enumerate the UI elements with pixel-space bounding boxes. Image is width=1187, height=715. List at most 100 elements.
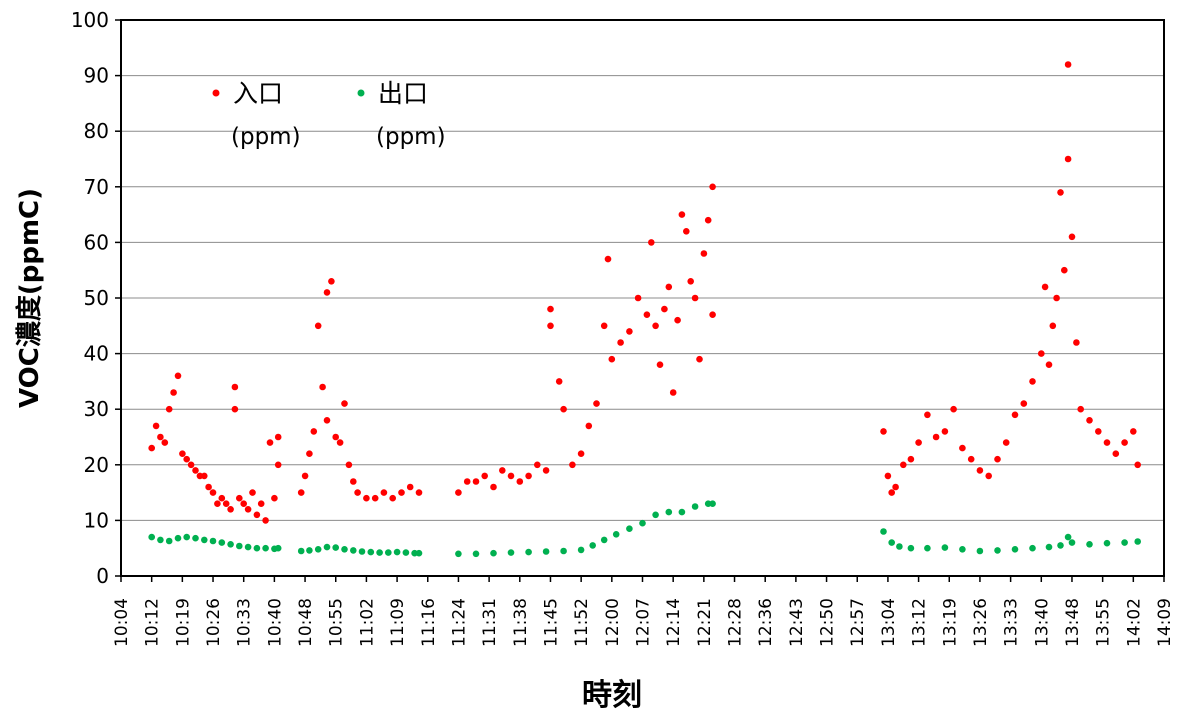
plot-area-frame [120, 19, 1165, 577]
inlet-data-point [240, 500, 247, 508]
x-tick-label: 12:57 [848, 598, 868, 647]
inlet-data-point [608, 355, 616, 363]
outlet-data-point [350, 547, 357, 554]
inlet-data-point [884, 472, 892, 480]
outlet-data-point [941, 544, 949, 551]
y-tick-label: 70 [84, 175, 109, 199]
outlet-data-point [896, 543, 903, 550]
x-axis-ticks: 10:04 10:12 10:19 10:26 10:33 10:40 10:48 10:55… [112, 576, 1175, 647]
inlet-data-point [481, 472, 489, 480]
inlet-data-point [696, 355, 703, 363]
outlet-data-point [709, 500, 716, 508]
outlet-data-point [148, 533, 155, 541]
inlet-data-point [656, 361, 664, 369]
inlet-data-point [683, 228, 690, 235]
inlet-data-point [880, 428, 887, 435]
outlet-data-point [1086, 541, 1093, 548]
inlet-data-point [455, 489, 462, 496]
inlet-data-point [363, 494, 370, 502]
series-outlet-points [148, 500, 1141, 558]
inlet-data-point [157, 433, 164, 441]
x-tick-label: 13:55 [1094, 598, 1114, 647]
x-tick-label: 13:19 [940, 598, 960, 647]
inlet-data-point [262, 517, 269, 524]
outlet-data-point [1103, 539, 1111, 547]
inlet-data-point [665, 283, 673, 291]
inlet-data-point [600, 322, 608, 330]
x-tick-label: 11:24 [449, 598, 469, 647]
series-inlet-points [148, 61, 1141, 524]
inlet-data-point [227, 506, 234, 513]
inlet-data-point [967, 455, 975, 463]
inlet-data-point [704, 216, 712, 224]
inlet-data-point [306, 450, 313, 458]
y-tick-label: 30 [84, 397, 109, 421]
inlet-data-point [389, 494, 397, 502]
inlet-data-point [892, 483, 899, 491]
x-tick-label: 11:38 [511, 598, 531, 647]
x-tick-label: 11:09 [388, 598, 408, 647]
inlet-data-point [1130, 428, 1137, 435]
x-tick-label: 14:02 [1124, 598, 1144, 647]
legend-marker-inlet [212, 89, 220, 97]
inlet-data-point [499, 467, 506, 474]
outlet-data-point [341, 546, 348, 553]
inlet-data-point [249, 489, 256, 496]
outlet-data-point [201, 536, 208, 544]
outlet-data-point [358, 548, 366, 555]
y-tick-label: 40 [84, 342, 109, 366]
outlet-data-point [455, 550, 462, 558]
inlet-data-point [463, 478, 471, 485]
inlet-data-point [174, 372, 182, 380]
x-tick-label: 11:31 [480, 598, 500, 647]
outlet-data-point [691, 503, 699, 510]
outlet-data-point [393, 548, 401, 556]
inlet-data-point [152, 422, 160, 430]
x-tick-label: 12:21 [695, 598, 715, 647]
inlet-data-point [585, 422, 593, 430]
inlet-data-point [994, 455, 1001, 463]
inlet-data-point [1095, 428, 1102, 435]
inlet-data-point [700, 250, 708, 257]
inlet-data-point [604, 255, 612, 263]
inlet-data-point [525, 472, 532, 480]
legend-unit-outlet: (ppm) [376, 124, 446, 150]
x-tick-label: 10:04 [112, 598, 132, 647]
outlet-data-point [560, 547, 567, 555]
outlet-data-point [639, 519, 646, 527]
inlet-data-point [345, 461, 353, 469]
inlet-data-point [183, 455, 190, 463]
inlet-data-point [231, 405, 239, 413]
outlet-data-point [244, 543, 252, 551]
inlet-data-point [354, 489, 361, 496]
y-tick-label: 0 [96, 564, 109, 588]
inlet-data-point [1020, 400, 1028, 407]
inlet-data-point [1038, 350, 1045, 357]
inlet-data-point [634, 294, 642, 302]
x-tick-label: 12:28 [726, 598, 746, 647]
inlet-data-point [900, 461, 907, 469]
y-tick-label: 20 [84, 453, 109, 477]
inlet-data-point [976, 467, 984, 474]
inlet-data-point [950, 405, 957, 413]
x-tick-label: 13:26 [971, 598, 991, 647]
y-axis-ticks: 0 10 20 30 40 50 60 70 80 90 100 [71, 8, 121, 588]
x-tick-label: 13:48 [1063, 598, 1083, 647]
inlet-data-point [1121, 439, 1128, 446]
x-tick-label: 10:33 [235, 598, 255, 647]
outlet-data-point [314, 546, 322, 553]
outlet-data-point [332, 544, 340, 551]
inlet-data-point [652, 322, 659, 330]
x-tick-label: 13:12 [910, 598, 930, 647]
y-tick-label: 100 [71, 8, 109, 32]
inlet-data-point [691, 294, 699, 302]
inlet-data-point [205, 483, 212, 491]
y-tick-label: 90 [84, 64, 109, 88]
inlet-data-point [170, 389, 177, 396]
inlet-data-point [985, 472, 992, 480]
inlet-data-point [907, 455, 915, 463]
inlet-data-point [709, 311, 716, 319]
inlet-data-point [1049, 322, 1057, 330]
inlet-data-point [626, 328, 633, 335]
inlet-data-point [328, 278, 335, 285]
